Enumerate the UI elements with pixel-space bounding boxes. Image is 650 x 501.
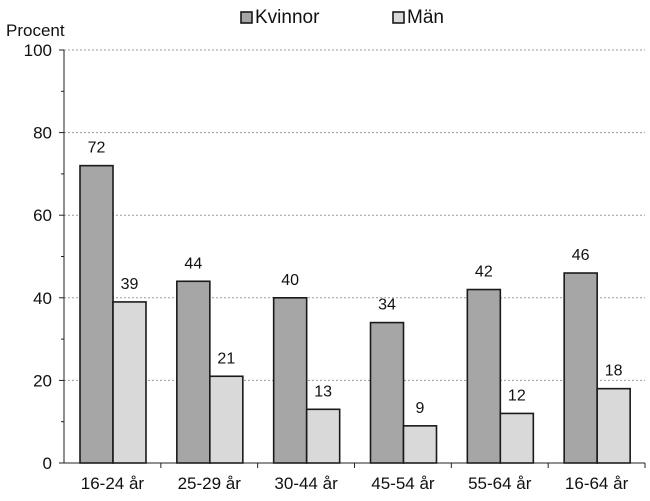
x-tick-label: 16-24 år [81,474,145,493]
bar-kvinnor [563,272,598,464]
gridlines [64,49,645,381]
bar-m-n [402,425,438,464]
data-label: 46 [572,247,590,264]
legend-swatch [240,11,253,24]
legend-swatch [392,11,405,24]
y-tick-labels: 0 20 40 60 80 100 [24,41,52,473]
y-tick-label: 40 [33,289,52,308]
legend: Kvinnor Män [240,7,444,28]
bar-kvinnor [466,288,502,464]
legend-label: Män [407,7,444,28]
x-tick-labels: 16-24 år 25-29 år 30-44 år 45-54 år 55-64 år… [81,474,629,493]
y-axis-label: Procent [6,21,65,40]
y-tick-label: 80 [33,124,52,143]
data-label: 34 [378,297,396,314]
data-label: 18 [605,363,623,380]
bar-kvinnor [176,280,211,464]
data-label: 9 [416,400,425,417]
bar-m-n [499,412,535,464]
y-tick-label: 20 [33,371,52,390]
x-tick-label: 25-29 år [178,474,242,493]
bar-kvinnor [369,321,405,464]
data-label: 44 [184,255,202,272]
x-tick-label: 45-54 år [371,474,435,493]
legend-label: Kvinnor [255,7,320,28]
bars [79,164,631,464]
bar-m-n [112,301,147,464]
bar-kvinnor [272,296,308,464]
data-label: 40 [281,272,299,289]
data-label: 12 [508,387,526,404]
data-label: 42 [475,264,493,281]
axes [59,49,646,468]
data-label: 39 [121,276,139,293]
x-tick-label: 16-64 år [565,474,629,493]
y-tick-label: 0 [43,454,52,473]
data-label: 72 [88,140,106,157]
y-tick-label: 60 [33,206,52,225]
x-tick-label: 30-44 år [274,474,338,493]
x-tick-label: 55-64 år [468,474,532,493]
y-tick-label: 100 [24,41,52,60]
data-label: 13 [314,383,332,400]
bar-kvinnor [79,164,114,464]
bar-m-n [305,408,341,464]
data-labels: 72 39 44 21 40 13 34 9 42 12 46 18 [88,140,623,417]
bar-m-n [596,387,631,464]
data-label: 21 [217,350,235,367]
bar-m-n [209,375,244,464]
